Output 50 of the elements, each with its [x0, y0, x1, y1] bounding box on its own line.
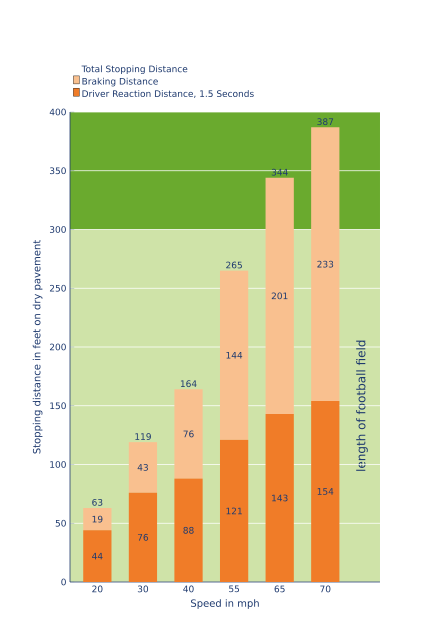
x-tick-label: 65 [274, 586, 285, 592]
legend-label: Driver Reaction Distance, 1.5 Seconds [82, 90, 254, 98]
y-tick-label: 250 [50, 284, 66, 292]
bar [128, 442, 158, 493]
data-label: 19 [92, 516, 102, 523]
bar [174, 389, 203, 479]
x-tick-label: 20 [92, 586, 102, 592]
total-label: 63 [92, 498, 102, 506]
y-tick-label: 100 [50, 461, 66, 468]
data-label: 144 [226, 352, 242, 359]
data-label: 121 [226, 508, 242, 514]
legend-title: Total Stopping Distance [82, 65, 188, 74]
total-label: 265 [226, 262, 242, 268]
bar [83, 508, 112, 530]
bar [174, 478, 203, 582]
bar [128, 492, 158, 582]
total-label: 387 [317, 118, 334, 126]
data-label: 43 [138, 464, 148, 471]
data-label: 143 [272, 494, 288, 502]
bar [311, 401, 340, 582]
total-label: 119 [135, 433, 151, 440]
data-label: 44 [92, 552, 103, 560]
y-tick-label: 400 [50, 108, 66, 116]
x-tick-label: 70 [320, 586, 330, 592]
bar [311, 127, 340, 402]
x-tick-label: 30 [138, 586, 148, 592]
x-tick-label: 55 [229, 586, 240, 592]
band-label: length of football field [356, 340, 368, 471]
bar [266, 414, 294, 582]
y-tick-label: 350 [50, 167, 66, 174]
data-label: 76 [138, 534, 148, 541]
data-label: 88 [183, 526, 194, 534]
total-label: 164 [180, 380, 197, 388]
x-axis-title: Speed in mph [191, 599, 259, 609]
y-tick-label: 300 [50, 226, 66, 233]
bar [266, 178, 294, 414]
data-label: 76 [184, 430, 194, 438]
bar [220, 440, 248, 582]
y-tick-label: 50 [56, 520, 66, 527]
legend-label: Braking Distance [82, 78, 158, 86]
data-label: 201 [272, 292, 288, 300]
x-tick-label: 40 [183, 586, 194, 592]
y-tick-label: 150 [50, 402, 66, 410]
y-tick-label: 0 [61, 578, 66, 586]
y-tick-label: 200 [50, 344, 66, 350]
y-axis-title: Stopping distance in feet on dry pavement [32, 240, 42, 454]
bar [220, 270, 248, 440]
data-label: 233 [317, 260, 334, 268]
data-label: 154 [318, 488, 334, 495]
bar [83, 530, 112, 582]
